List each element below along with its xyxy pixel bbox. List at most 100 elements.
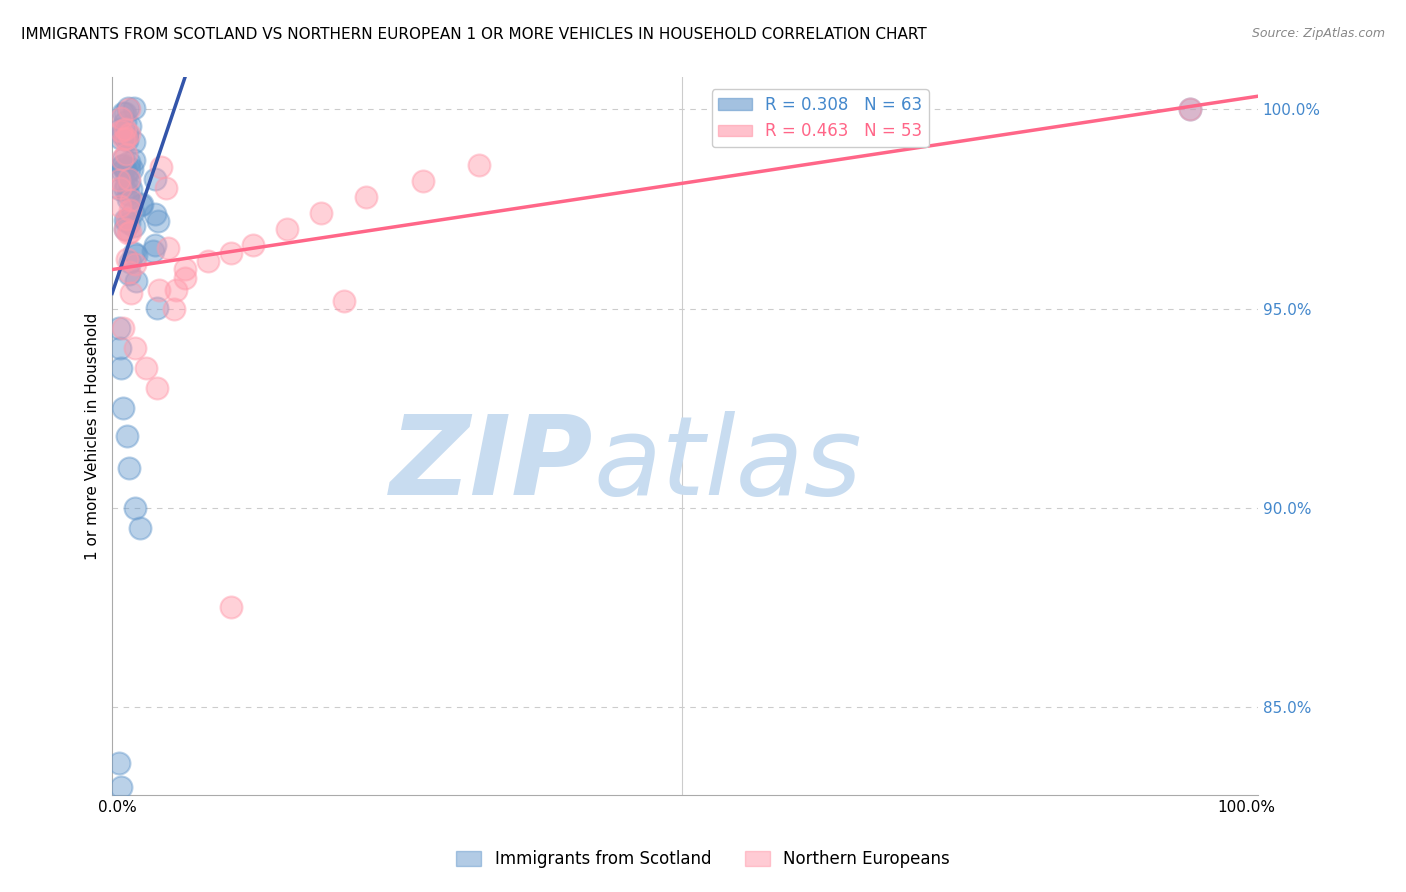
Point [125,274,148,288]
Text: IMMIGRANTS FROM SCOTLAND VS NORTHERN EUROPEAN 1 OR MORE VEHICLES IN HOUSEHOLD CO: IMMIGRANTS FROM SCOTLAND VS NORTHERN EUR… [21,27,927,42]
Point [174,261,197,276]
Point [112,132,135,146]
Point [174,271,197,285]
Point [111,164,134,178]
Point [118,225,141,239]
Point [124,245,146,260]
Legend: Immigrants from Scotland, Northern Europeans: Immigrants from Scotland, Northern Europ… [450,844,956,875]
Point [468,158,491,172]
Point [114,221,136,235]
Point [112,158,135,172]
Point [120,182,142,196]
Point [115,211,138,226]
Point [114,213,136,227]
Point [111,152,134,166]
Point [146,381,169,395]
Point [145,301,167,315]
Point [122,101,145,115]
Point [111,159,134,173]
Text: ZIP: ZIP [389,411,593,518]
Point [117,101,139,115]
Point [117,192,139,206]
Point [131,197,153,211]
Text: Source: ZipAtlas.com: Source: ZipAtlas.com [1251,27,1385,40]
Text: atlas: atlas [593,411,862,518]
Point [122,135,145,149]
Point [120,285,142,300]
Point [115,133,138,147]
Point [114,106,136,120]
Point [114,115,136,129]
Point [118,175,141,189]
Point [108,181,131,195]
Point [111,152,134,166]
Point [108,342,131,356]
Point [110,111,132,125]
Point [118,267,141,281]
Point [155,180,177,194]
Point [124,500,146,515]
Point [110,199,132,213]
Point [276,222,298,236]
Point [115,177,138,191]
Point [118,255,141,269]
Point [124,342,146,356]
Point [114,168,136,182]
Point [114,129,136,144]
Point [118,155,141,169]
Point [108,122,131,136]
Point [110,124,132,138]
Point [121,161,143,176]
Point [142,244,165,258]
Point [122,205,145,219]
Point [219,600,242,615]
Point [412,174,434,188]
Point [148,283,170,297]
Point [114,222,136,236]
Point [115,131,138,145]
Point [156,242,179,256]
Point [114,161,136,175]
Y-axis label: 1 or more Vehicles in Household: 1 or more Vehicles in Household [86,312,100,559]
Point [112,401,135,416]
Point [1178,103,1201,117]
Point [129,521,152,535]
Point [332,293,354,308]
Point [148,214,170,228]
Point [118,162,141,177]
Point [108,173,131,187]
Point [120,203,142,218]
Point [118,265,141,279]
Point [118,102,141,116]
Point [117,252,139,266]
Point [150,160,173,174]
Point [242,237,264,252]
Point [108,756,131,770]
Point [117,186,139,201]
Point [108,182,131,196]
Point [143,207,166,221]
Point [197,253,219,268]
Point [115,429,138,443]
Point [110,361,132,376]
Point [124,257,146,271]
Point [124,153,146,168]
Point [115,130,138,145]
Point [118,461,141,475]
Point [165,283,187,297]
Point [219,245,242,260]
Point [143,171,166,186]
Point [118,172,141,186]
Point [122,219,145,233]
Point [124,248,146,262]
Point [1178,103,1201,117]
Point [143,238,166,252]
Point [111,128,134,142]
Point [129,198,152,212]
Point [114,147,136,161]
Point [118,120,141,134]
Point [354,190,377,204]
Point [108,321,131,335]
Point [112,321,135,335]
Point [114,182,136,196]
